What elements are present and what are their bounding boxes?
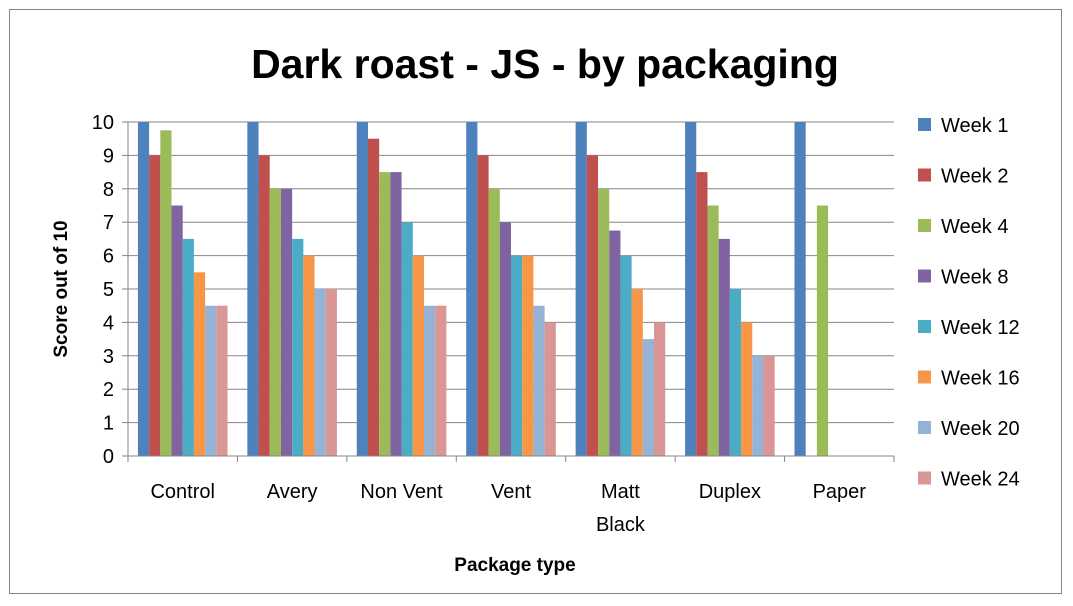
axes xyxy=(127,122,895,462)
bar xyxy=(466,122,478,456)
x-tick-label: Control xyxy=(150,481,214,503)
legend-label: Week 12 xyxy=(941,317,1020,339)
bar xyxy=(488,188,500,457)
bar xyxy=(205,305,217,456)
bar xyxy=(325,289,337,456)
bar xyxy=(598,188,610,457)
bar xyxy=(280,188,293,457)
bar xyxy=(314,289,326,456)
legend-swatch xyxy=(918,219,931,232)
bar xyxy=(137,122,150,456)
y-axis-title: Score out of 10 xyxy=(51,220,72,357)
x-axis-categories: Control Avery Non Vent Vent Matt Black Duplex P… xyxy=(150,481,866,536)
bar xyxy=(269,188,281,457)
bar xyxy=(707,205,719,456)
bar xyxy=(642,339,655,456)
y-axis-ticks: 0 1 2 3 4 5 6 7 8 9 10 xyxy=(92,112,128,468)
bar xyxy=(171,205,183,456)
bar xyxy=(685,122,697,456)
legend: Week 1 Week 2 Week 4 Week 8 Week 12 Week 16 We… xyxy=(918,115,1020,491)
y-tick-label: 4 xyxy=(103,312,114,334)
x-tick-label: Black xyxy=(596,514,646,536)
bar xyxy=(511,255,523,456)
bar xyxy=(401,222,413,456)
bar xyxy=(575,122,587,456)
legend-swatch xyxy=(918,320,931,333)
bar xyxy=(741,322,753,456)
bar xyxy=(367,138,380,456)
legend-label: Week 4 xyxy=(941,216,1008,238)
bar xyxy=(718,238,730,456)
bar xyxy=(609,230,621,456)
bar xyxy=(533,305,545,456)
bar xyxy=(696,172,708,456)
bar xyxy=(412,255,424,456)
bar xyxy=(193,272,206,456)
x-tick-label: Avery xyxy=(267,481,318,503)
bar xyxy=(216,305,228,456)
bar xyxy=(794,122,806,456)
y-tick-label: 9 xyxy=(103,145,114,167)
bar xyxy=(586,155,599,456)
legend-label: Week 8 xyxy=(941,267,1008,289)
y-tick-label: 10 xyxy=(92,112,114,134)
bar xyxy=(247,122,259,456)
bar xyxy=(182,238,194,456)
y-tick-label: 8 xyxy=(103,179,114,201)
chart-title: Dark roast - JS - by packaging xyxy=(251,41,839,87)
bar xyxy=(435,305,447,456)
legend-label: Week 2 xyxy=(941,166,1008,188)
bar xyxy=(423,305,436,456)
bar xyxy=(149,155,161,456)
bar xyxy=(258,155,270,456)
bar xyxy=(379,172,391,456)
y-tick-label: 1 xyxy=(103,413,114,435)
x-tick-label: Vent xyxy=(491,481,531,503)
legend-swatch xyxy=(918,118,931,131)
legend-swatch xyxy=(918,370,931,384)
bar xyxy=(160,130,172,456)
bar xyxy=(620,255,632,456)
legend-label: Week 1 xyxy=(941,115,1008,137)
x-tick-label: Non Vent xyxy=(360,481,443,503)
bar xyxy=(356,122,368,456)
x-tick-label: Matt xyxy=(601,481,640,503)
bar xyxy=(303,255,315,456)
bar xyxy=(763,355,775,456)
bar xyxy=(477,155,489,456)
bar xyxy=(631,289,643,456)
legend-label: Week 16 xyxy=(941,368,1020,390)
x-tick-label: Paper xyxy=(813,481,867,503)
legend-label: Week 24 xyxy=(941,469,1020,491)
bar xyxy=(654,322,666,456)
legend-label: Week 20 xyxy=(941,418,1020,440)
y-tick-label: 3 xyxy=(103,346,114,368)
x-tick-label: Duplex xyxy=(699,481,761,503)
bar xyxy=(390,172,402,456)
bar xyxy=(292,238,304,456)
legend-swatch xyxy=(918,471,931,485)
y-tick-label: 5 xyxy=(103,279,114,301)
bar xyxy=(816,205,829,456)
y-tick-label: 6 xyxy=(103,246,114,268)
y-tick-label: 7 xyxy=(103,212,114,234)
bar xyxy=(522,255,534,456)
legend-swatch xyxy=(918,269,931,283)
bar xyxy=(729,289,742,456)
y-tick-label: 2 xyxy=(103,379,114,401)
bar xyxy=(499,222,511,456)
legend-swatch xyxy=(918,421,931,434)
bar xyxy=(752,355,764,456)
legend-swatch xyxy=(918,168,931,182)
bar xyxy=(544,322,556,456)
bars xyxy=(137,122,829,457)
y-tick-label: 0 xyxy=(103,446,114,468)
x-axis-title: Package type xyxy=(454,555,575,576)
